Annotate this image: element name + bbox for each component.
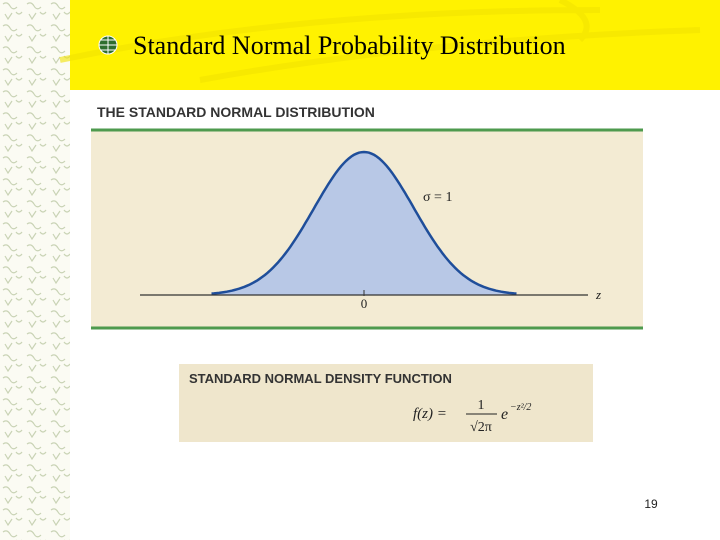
- formula-lhs: f(z) =: [413, 406, 447, 422]
- center-label: 0: [361, 296, 368, 311]
- figure-heading: THE STANDARD NORMAL DISTRIBUTION: [97, 104, 375, 120]
- sigma-label: σ = 1: [423, 190, 452, 205]
- curve-area: [211, 152, 517, 295]
- formula-base: e: [501, 406, 508, 423]
- formula-heading: STANDARD NORMAL DENSITY FUNCTION: [189, 371, 452, 386]
- formula-denominator: √2π: [470, 420, 492, 435]
- bullet-icon-lines: [99, 36, 117, 54]
- title-band: [0, 0, 720, 90]
- formula-numerator: 1: [478, 398, 485, 413]
- normal-curve: [211, 150, 517, 295]
- side-pattern: [0, 0, 70, 540]
- formula-exponent: −z²/2: [510, 402, 531, 413]
- slide-title: Standard Normal Probability Distribution: [133, 31, 566, 60]
- page-number: 19: [644, 497, 658, 511]
- formula-box: [179, 364, 593, 442]
- title-swoosh: [59, 0, 701, 83]
- axis-label: z: [595, 287, 601, 302]
